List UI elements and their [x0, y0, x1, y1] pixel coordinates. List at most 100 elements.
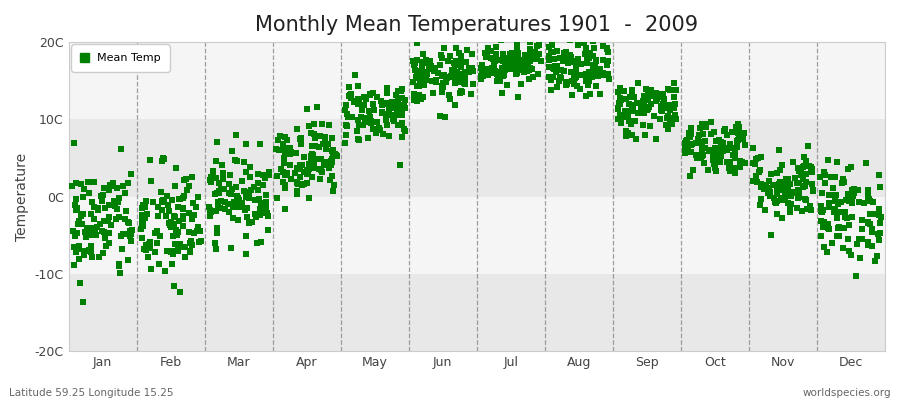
- Point: [770, 169, 784, 176]
- Point: [734, 136, 749, 142]
- Point: [187, 230, 202, 236]
- Point: [860, 220, 875, 226]
- Point: [288, 170, 302, 176]
- Point: [821, 220, 835, 227]
- Point: [324, 158, 338, 164]
- Point: [307, 131, 321, 137]
- Point: [653, 107, 668, 113]
- Point: [544, 87, 558, 94]
- Point: [661, 112, 675, 119]
- Point: [847, 190, 861, 196]
- Point: [453, 59, 467, 66]
- Point: [642, 104, 656, 110]
- Point: [548, 68, 562, 74]
- Point: [798, 182, 813, 189]
- Point: [84, 232, 98, 238]
- Point: [488, 68, 502, 74]
- Point: [831, 225, 845, 231]
- Point: [566, 74, 580, 80]
- Point: [806, 166, 820, 172]
- Point: [572, 86, 587, 92]
- Point: [140, 254, 155, 260]
- Point: [505, 50, 519, 56]
- Point: [663, 107, 678, 114]
- Point: [65, 182, 79, 189]
- Point: [173, 196, 187, 203]
- Point: [845, 200, 859, 206]
- Point: [526, 74, 540, 80]
- Point: [122, 228, 137, 234]
- Point: [855, 217, 869, 223]
- Point: [629, 100, 643, 106]
- Point: [614, 97, 628, 104]
- Point: [261, 227, 275, 233]
- Point: [258, 206, 273, 212]
- Point: [784, 193, 798, 200]
- Point: [290, 180, 304, 186]
- Point: [860, 194, 875, 200]
- Point: [85, 199, 99, 205]
- Point: [215, 176, 230, 182]
- Point: [814, 204, 829, 210]
- Point: [490, 70, 504, 77]
- Point: [166, 232, 180, 239]
- Point: [684, 149, 698, 156]
- Point: [498, 67, 512, 73]
- Point: [478, 50, 492, 56]
- Point: [733, 158, 747, 164]
- Point: [621, 112, 635, 118]
- Point: [483, 68, 498, 74]
- Point: [693, 125, 707, 131]
- Point: [306, 121, 320, 127]
- Point: [652, 116, 667, 122]
- Point: [798, 196, 813, 202]
- Point: [110, 206, 124, 212]
- Point: [322, 165, 337, 172]
- Point: [68, 180, 83, 186]
- Point: [283, 145, 297, 151]
- Point: [454, 88, 469, 95]
- Point: [766, 182, 780, 188]
- Point: [152, 261, 166, 268]
- Point: [91, 205, 105, 211]
- Point: [66, 228, 80, 234]
- Point: [814, 208, 828, 214]
- Point: [730, 137, 744, 144]
- Point: [553, 74, 567, 80]
- Point: [523, 39, 537, 45]
- Point: [519, 68, 534, 74]
- Point: [720, 132, 734, 138]
- Point: [832, 224, 846, 230]
- Point: [142, 245, 157, 251]
- Point: [120, 231, 134, 238]
- Point: [296, 154, 310, 161]
- Point: [377, 100, 392, 106]
- Point: [140, 210, 154, 217]
- Point: [275, 178, 290, 185]
- Point: [417, 94, 431, 100]
- Point: [379, 100, 393, 106]
- Point: [822, 200, 836, 206]
- Point: [872, 237, 886, 244]
- Point: [67, 262, 81, 268]
- Point: [683, 141, 698, 147]
- Point: [829, 192, 843, 198]
- Point: [617, 108, 632, 114]
- Point: [231, 197, 246, 204]
- Point: [689, 152, 704, 158]
- Point: [700, 166, 715, 173]
- Point: [832, 232, 846, 239]
- Point: [579, 71, 593, 78]
- Point: [596, 72, 610, 78]
- Point: [521, 63, 535, 69]
- Point: [85, 254, 99, 260]
- Point: [612, 101, 626, 107]
- Point: [209, 208, 223, 214]
- Point: [481, 72, 495, 79]
- Point: [592, 66, 607, 72]
- Point: [479, 53, 493, 60]
- Point: [872, 206, 886, 213]
- Point: [193, 227, 207, 234]
- Point: [695, 153, 709, 160]
- Point: [433, 113, 447, 120]
